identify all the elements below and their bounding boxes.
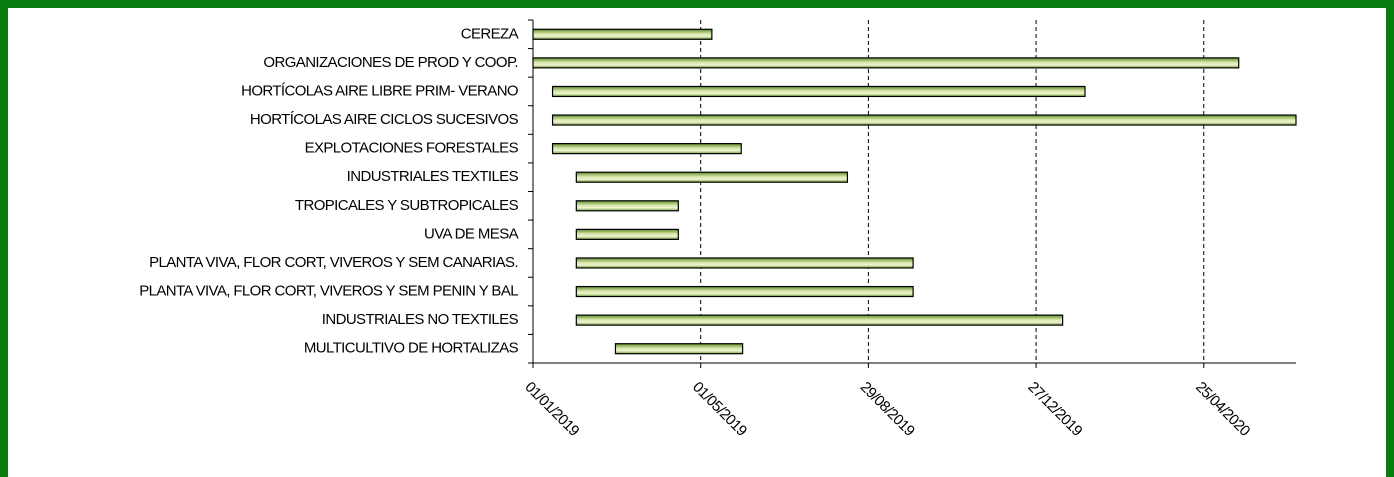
y-tick-label: HORTÍCOLAS AIRE CICLOS SUCESIVOS: [250, 111, 519, 128]
bar: [551, 114, 1297, 126]
y-tick-label: HORTÍCOLAS AIRE LIBRE PRIM- VERANO: [241, 82, 518, 99]
bar: [575, 171, 849, 183]
bar: [575, 314, 1064, 326]
bar: [575, 257, 914, 269]
y-tick-label: TROPICALES Y SUBTROPICALES: [295, 197, 519, 214]
y-tick-label: ORGANIZACIONES DE PROD Y COOP.: [263, 54, 518, 71]
y-tick-label: UVA DE MESA: [424, 225, 519, 242]
y-tick-label: CEREZA: [461, 25, 519, 42]
bar: [532, 28, 713, 40]
bar: [532, 57, 1240, 69]
bar: [614, 343, 744, 355]
bar: [575, 200, 679, 212]
y-tick-label: EXPLOTACIONES FORESTALES: [305, 140, 519, 157]
y-tick-label: PLANTA VIVA, FLOR CORT, VIVEROS Y SEM PE…: [139, 283, 518, 300]
bar: [575, 285, 914, 298]
bar: [551, 85, 1086, 98]
bar: [551, 143, 742, 155]
y-tick-label: INDUSTRIALES TEXTILES: [347, 168, 519, 185]
y-tick-label: PLANTA VIVA, FLOR CORT, VIVEROS Y SEM CA…: [149, 254, 518, 271]
y-tick-label: MULTICULTIVO DE HORTALIZAS: [304, 340, 519, 357]
bar: [575, 228, 679, 240]
y-tick-label: INDUSTRIALES NO TEXTILES: [322, 311, 519, 328]
